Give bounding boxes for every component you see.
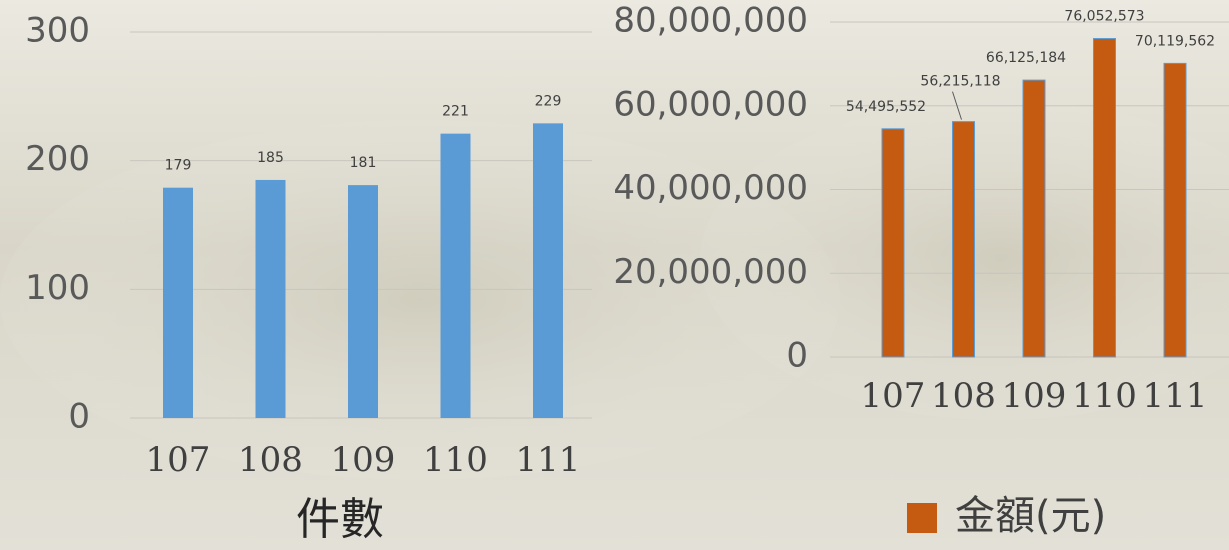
bar <box>952 121 975 358</box>
data-label: 229 <box>535 93 562 109</box>
bar <box>1022 79 1046 358</box>
y-tick-label: 200 <box>25 139 90 179</box>
y-tick-label: 0 <box>786 336 808 376</box>
data-label: 185 <box>257 150 284 166</box>
background-haze <box>0 120 840 480</box>
legend-swatch <box>907 503 937 533</box>
x-tick-label: 108 <box>931 376 996 416</box>
data-label: 221 <box>442 104 469 120</box>
leader-line <box>952 91 962 120</box>
bar <box>255 179 286 418</box>
data-label: 56,215,118 <box>920 74 1000 90</box>
y-tick-label: 80,000,000 <box>613 1 808 41</box>
bar <box>533 123 563 418</box>
y-tick-label: 20,000,000 <box>613 252 808 292</box>
bar <box>440 133 471 418</box>
data-label: 54,495,552 <box>846 99 926 115</box>
x-tick-label: 110 <box>423 440 488 480</box>
x-tick-label: 107 <box>861 376 926 416</box>
bar <box>1093 38 1116 358</box>
legend-label: 金額(元) <box>955 493 1106 539</box>
x-tick-label: 109 <box>1002 376 1067 416</box>
bar <box>348 185 378 418</box>
y-tick-label: 40,000,000 <box>613 168 808 208</box>
x-tick-label: 111 <box>1143 376 1208 416</box>
data-label: 181 <box>350 155 377 171</box>
x-tick-label: 111 <box>516 440 581 480</box>
bar <box>1163 62 1187 358</box>
x-axis-title: 件數 <box>296 494 384 545</box>
x-tick-label: 108 <box>238 440 303 480</box>
data-label: 179 <box>165 158 192 174</box>
y-tick-label: 300 <box>25 11 90 51</box>
x-tick-label: 107 <box>146 440 211 480</box>
data-label: 76,052,573 <box>1064 9 1144 25</box>
y-tick-label: 60,000,000 <box>613 84 808 124</box>
bar <box>881 128 905 358</box>
x-tick-label: 110 <box>1072 376 1137 416</box>
y-tick-label: 100 <box>25 268 90 308</box>
bar <box>163 187 193 418</box>
y-tick-label: 0 <box>68 397 90 437</box>
data-label: 70,119,562 <box>1135 33 1215 49</box>
data-label: 66,125,184 <box>986 50 1066 66</box>
x-tick-label: 109 <box>331 440 396 480</box>
